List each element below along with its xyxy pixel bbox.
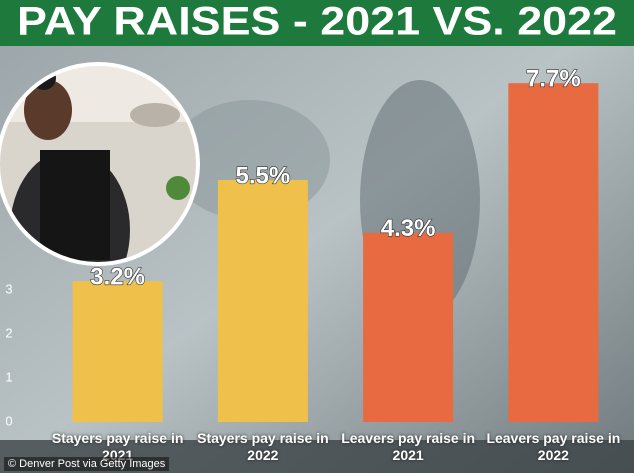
bar [363,232,454,422]
bar [72,281,163,422]
value-label: 3.2% [90,264,145,291]
bar [217,180,308,422]
bar [508,83,599,422]
x-tick-label: Leavers pay raise in 2021 [341,430,476,463]
x-tick-label: Leavers pay raise in 2022 [486,430,621,463]
y-tick-label: 0 [5,413,12,428]
y-tick-label: 3 [5,281,12,296]
x-tick-label: Stayers pay raise in 2022 [197,430,329,463]
title-banner [0,0,634,46]
y-tick-label: 1 [5,369,12,384]
y-tick-label: 2 [5,325,12,340]
photo-credit: © Denver Post via Getty Images [4,457,170,471]
photo-frame [0,62,200,266]
value-label: 5.5% [236,162,291,189]
value-label: 7.7% [526,66,581,93]
chart-title: PAY RAISES - 2021 VS. 2022 [17,0,617,44]
value-label: 4.3% [381,215,436,242]
